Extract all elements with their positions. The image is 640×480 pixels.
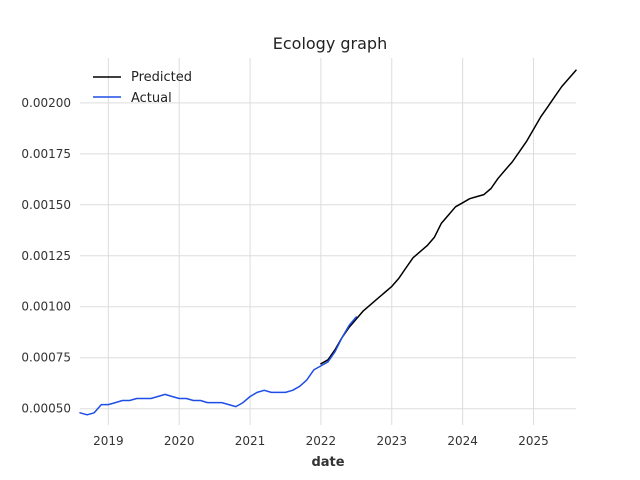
x-tick-label: 2019 bbox=[93, 434, 124, 448]
y-tick-label: 0.00175 bbox=[21, 147, 71, 161]
y-tick-label: 0.00050 bbox=[21, 402, 71, 416]
legend-label-actual: Actual bbox=[131, 91, 172, 106]
x-axis-label: date bbox=[311, 455, 344, 470]
x-axis: 2019 2020 2021 2022 2023 2024 2025 bbox=[93, 434, 549, 448]
chart-title: Ecology graph bbox=[273, 34, 387, 53]
series-line-actual bbox=[79, 316, 358, 416]
x-tick-label: 2025 bbox=[518, 434, 549, 448]
y-tick-label: 0.00150 bbox=[21, 198, 71, 212]
y-tick-label: 0.00075 bbox=[21, 351, 71, 365]
series-layer bbox=[79, 69, 577, 416]
grid bbox=[80, 58, 576, 425]
legend-label-predicted: Predicted bbox=[131, 70, 192, 85]
series-line-predicted bbox=[320, 69, 577, 365]
y-axis: 0.00050 0.00075 0.00100 0.00125 0.00150 0.001… bbox=[21, 96, 71, 416]
x-tick-label: 2023 bbox=[376, 434, 407, 448]
y-tick-label: 0.00200 bbox=[21, 96, 71, 110]
x-tick-label: 2022 bbox=[306, 434, 337, 448]
y-tick-label: 0.00125 bbox=[21, 249, 71, 263]
x-tick-label: 2024 bbox=[447, 434, 478, 448]
x-tick-label: 2021 bbox=[235, 434, 266, 448]
x-tick-label: 2020 bbox=[164, 434, 195, 448]
y-tick-label: 0.00100 bbox=[21, 300, 71, 314]
legend: Predicted Actual bbox=[93, 70, 192, 106]
